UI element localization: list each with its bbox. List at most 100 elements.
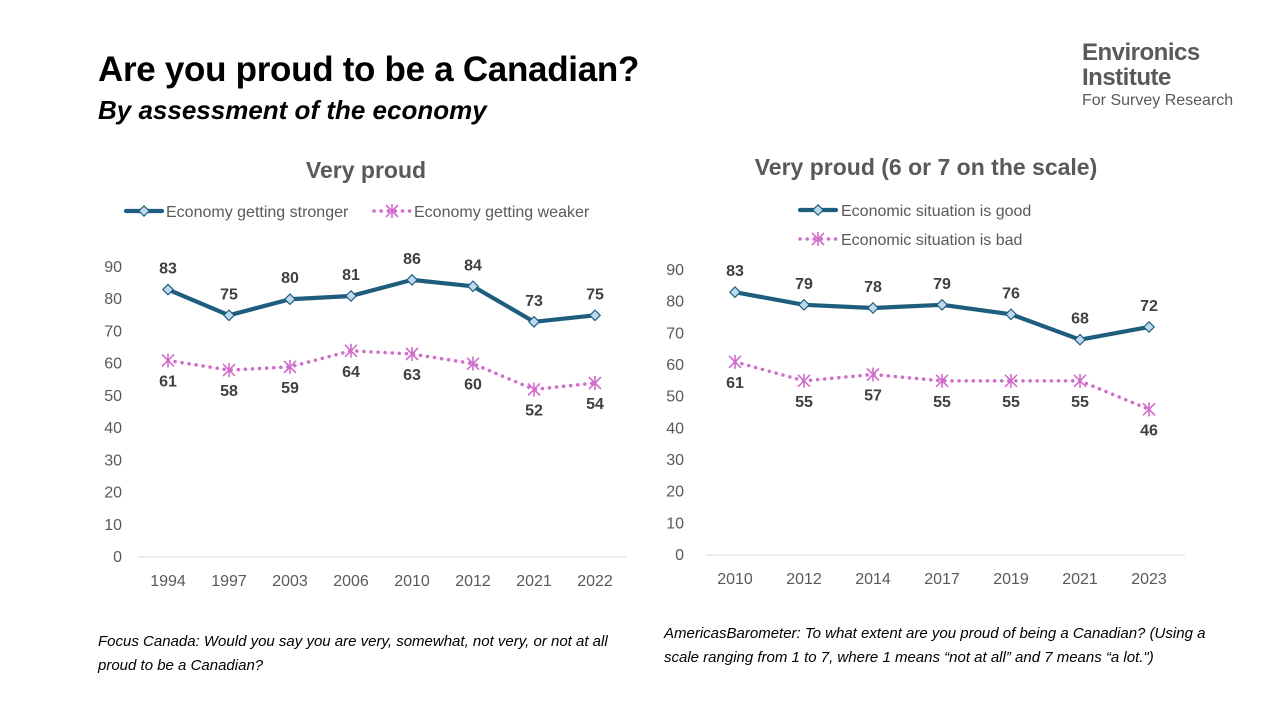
chart-1-series-1-data-label: 81: [342, 267, 360, 284]
chart-1-x-tick-label: 1997: [211, 573, 247, 590]
chart-1-series-1-data-label: 84: [464, 257, 482, 274]
chart-2-y-tick-label: 40: [666, 420, 684, 437]
chart-2-series-1-marker: [1004, 308, 1018, 321]
chart-1-title: Very proud: [306, 157, 426, 183]
chart-1-y-tick-label: 70: [104, 323, 122, 340]
chart-1-series-2-data-label: 59: [281, 380, 299, 397]
chart-2-series-1-data-label: 72: [1140, 298, 1158, 315]
chart-2-y-tick-label: 50: [666, 389, 684, 406]
chart-1-series-1-data-label: 86: [403, 251, 421, 268]
chart-2-series-2-data-label: 55: [933, 394, 951, 411]
chart-1-series-1-data-label: 75: [220, 286, 238, 303]
chart-1-series-2-data-label: 63: [403, 367, 421, 384]
chart-1-series-1-line: [165, 277, 598, 324]
chart-2-series-1-data-label: 76: [1002, 285, 1020, 302]
chart-1-series-2-line: [166, 349, 597, 392]
chart-2-series-2-data-label: 57: [864, 388, 882, 405]
chart-1-series-1-marker: [405, 273, 419, 286]
chart-2-series-1-data-label: 79: [933, 276, 951, 293]
chart-1-x-tick-label: 2003: [272, 573, 308, 590]
chart-2-series-2-marker: [728, 354, 742, 369]
chart-1-x-tick-label: 2006: [333, 573, 369, 590]
chart-2-series-1-marker: [797, 298, 811, 311]
chart-2-series-1-marker: [935, 298, 949, 311]
chart-1-y-tick-label: 60: [104, 356, 122, 373]
chart-1-y-tick-label: 30: [104, 452, 122, 469]
chart-1-x-tick-label: 2012: [455, 573, 491, 590]
chart-1-legend-1-label: Economy getting stronger: [166, 204, 349, 221]
chart-2-series-1-data-label: 83: [726, 263, 744, 280]
chart-1-y-tick-label: 80: [104, 291, 122, 308]
environics-logo: Environics Institute For Survey Research: [1082, 41, 1233, 109]
chart-2-y-tick-label: 60: [666, 357, 684, 374]
chart-1-series-1-marker: [527, 315, 541, 328]
chart-2-series-2-data-label: 46: [1140, 422, 1158, 439]
chart-1-x-tick-label: 2021: [516, 573, 552, 590]
chart-2-x-tick-label: 2012: [786, 571, 822, 588]
chart-2-series-2-marker: [797, 373, 811, 388]
chart-1-series-2-marker: [161, 353, 175, 368]
chart-1-series-2-data-label: 60: [464, 377, 482, 394]
chart-2-title: Very proud (6 or 7 on the scale): [755, 154, 1098, 180]
chart-1-y-tick-label: 50: [104, 388, 122, 405]
chart-2-series-2-marker: [935, 373, 949, 388]
chart-2-series-2-marker: [1142, 402, 1156, 417]
chart-1-series-2-marker: [344, 343, 358, 358]
chart-2-series-2-marker: [1073, 373, 1087, 388]
chart-1-x-tick-label: 1994: [150, 573, 186, 590]
chart-1-series-2-marker: [222, 363, 236, 378]
chart-1-legend-2-marker: [385, 204, 399, 218]
chart-2-x-tick-label: 2019: [993, 571, 1029, 588]
chart-2-legend-2-label: Economic situation is bad: [841, 232, 1022, 249]
chart-1-series-2-marker: [405, 347, 419, 361]
chart-2-series-2-data-label: 61: [726, 375, 744, 392]
chart-note-right: AmericasBarometer: To what extent are yo…: [664, 625, 1206, 666]
chart-2-series-1-data-label: 68: [1071, 311, 1089, 328]
chart-1-series-2-data-label: 58: [220, 383, 238, 400]
chart-2-x-tick-label: 2010: [717, 571, 753, 588]
chart-2-x-tick-label: 2017: [924, 571, 960, 588]
chart-1-series-2-marker: [466, 356, 480, 371]
chart-2-series-1-data-label: 79: [795, 276, 813, 293]
chart-2-x-tick-label: 2023: [1131, 571, 1167, 588]
chart-2-series-1-marker: [1073, 333, 1087, 346]
chart-2-series-1-marker: [866, 301, 880, 315]
chart-1-y-tick-label: 40: [104, 420, 122, 437]
chart-1-series-2-data-label: 54: [586, 396, 604, 413]
chart-2-x-tick-label: 2021: [1062, 571, 1098, 588]
chart-1-series-1-data-label: 73: [525, 293, 543, 310]
chart-1-series-1-marker: [161, 283, 175, 296]
chart-1-series-1-data-label: 83: [159, 261, 177, 278]
chart-1-series-1-data-label: 80: [281, 270, 299, 287]
chart-2-series-2-data-label: 55: [1002, 394, 1020, 411]
chart-1-series-1-marker: [588, 309, 602, 322]
chart-1-series-2-marker: [588, 376, 602, 390]
chart-2-series-2-data-label: 55: [795, 394, 813, 411]
chart-1-series-2-data-label: 61: [159, 373, 177, 390]
chart-1-y-tick-label: 20: [104, 485, 122, 502]
chart-note-left: Focus Canada: Would you say you are very…: [98, 633, 608, 674]
chart-2-y-tick-label: 20: [666, 484, 684, 501]
chart-1-series-1-marker: [466, 280, 480, 293]
chart-1-series-1-marker: [222, 309, 236, 322]
chart-2-series-1-marker: [1142, 320, 1156, 334]
chart-2-series-1-marker: [728, 286, 742, 299]
chart-2-legend-2-marker: [811, 232, 825, 246]
chart-1-x-tick-label: 2022: [577, 573, 613, 590]
chart-2-y-tick-label: 80: [666, 294, 684, 311]
chart-2-y-tick-label: 30: [666, 452, 684, 469]
chart-2-series-1-data-label: 78: [864, 279, 882, 296]
logo-line-1: Environics: [1082, 39, 1200, 66]
chart-1-y-tick-label: 10: [104, 517, 122, 534]
chart-2-x-tick-label: 2014: [855, 571, 891, 588]
chart-2-legend-1-label: Economic situation is good: [841, 203, 1031, 220]
chart-1-x-tick-label: 2010: [394, 573, 430, 590]
page-subtitle: By assessment of the economy: [98, 95, 487, 125]
page-title: Are you proud to be a Canadian?: [98, 50, 640, 89]
chart-1-y-tick-label: 90: [104, 259, 122, 276]
chart-2-series-2-marker: [866, 367, 880, 382]
chart-1-y-tick-label: 0: [113, 549, 122, 566]
logo-line-3: For Survey Research: [1082, 92, 1234, 109]
chart-2-y-tick-label: 10: [666, 515, 684, 532]
chart-1-series-1-data-label: 75: [586, 286, 604, 303]
